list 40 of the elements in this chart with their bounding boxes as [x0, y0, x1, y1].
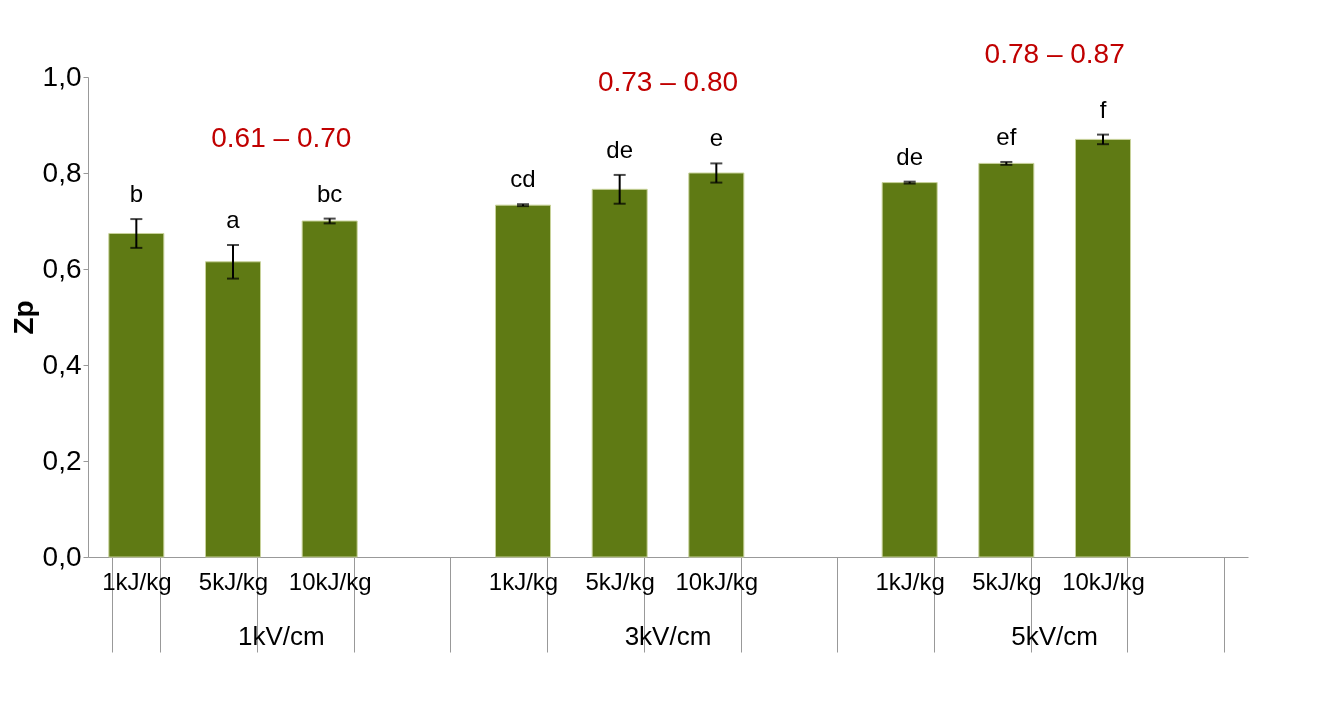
y-tick-label: 0,2 — [42, 444, 82, 476]
x-tick-label: 5kJ/kg — [198, 567, 269, 595]
annotation: 0.73 – 0.80 — [597, 66, 739, 98]
bar — [881, 182, 938, 558]
bar — [1075, 138, 1131, 558]
data-label: de — [606, 135, 634, 163]
text: 0.78 – 0.87 — [984, 37, 1125, 69]
x-tick-label: 5kJ/kg — [585, 567, 655, 595]
data-label: bc — [316, 179, 343, 207]
bar — [495, 204, 551, 558]
bar — [688, 172, 745, 558]
bar — [978, 162, 1035, 558]
x-tick-label: 10kJ/kg — [675, 567, 759, 595]
y-tick-label: 0,6 — [42, 252, 82, 284]
data-label: b — [129, 180, 144, 208]
bar — [108, 232, 165, 558]
x-tick-label: 1kJ/kg — [102, 567, 172, 595]
bar — [205, 261, 261, 558]
data-label: ef — [996, 122, 1017, 150]
y-tick-label: 0,4 — [42, 348, 82, 380]
x-tick-label: 10kJ/kg — [288, 567, 372, 595]
y-tick-label: 0,0 — [42, 540, 82, 572]
y-axis-title: Zp — [7, 300, 39, 335]
y-tick-label: 0,8 — [42, 156, 82, 188]
data-label: f — [1099, 95, 1107, 123]
y-tick-label: 1,0 — [42, 60, 82, 92]
data-label: a — [226, 206, 241, 233]
x-tick-label: 1kJ/kg — [488, 567, 559, 595]
bar — [591, 188, 648, 558]
bar — [301, 220, 358, 558]
annotation: 0.61 – 0.70 — [211, 121, 352, 153]
text: 5kV/cm — [1011, 621, 1099, 651]
text: 3kV/cm — [624, 621, 712, 651]
x-tick-label: 5kJ/kg — [972, 567, 1042, 595]
x-tick-label: 1kJ/kg — [875, 567, 945, 595]
x-tick-label: 10kJ/kg — [1062, 567, 1145, 595]
text: 1kV/cm — [237, 621, 325, 651]
data-label: cd — [510, 165, 536, 193]
data-label: e — [709, 124, 724, 152]
data-label: de — [896, 142, 924, 170]
